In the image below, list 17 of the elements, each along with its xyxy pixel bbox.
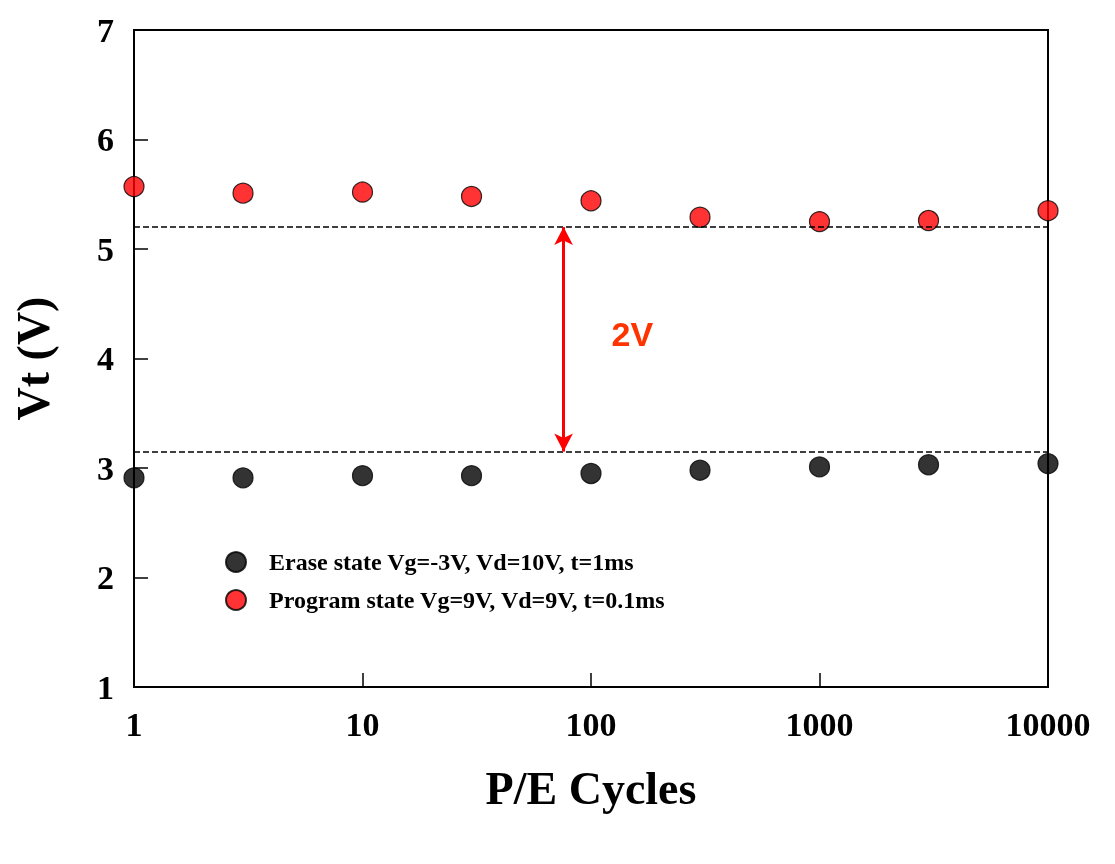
y-tick-label: 5 [97,230,114,268]
annotation: 2V [611,315,654,354]
y-tick-label: 4 [97,340,114,377]
x-tick-label: 1 [125,705,143,743]
legend-label: Erase state Vg=-3V, Vd=10V, t=1ms [269,549,634,575]
y-tick-label: 1 [97,668,114,706]
y-tick-label: 6 [97,121,114,158]
y-tick-label: 3 [97,449,114,487]
y-tick-label: 2 [97,559,114,596]
x-tick-label: 10000 [1005,705,1091,743]
y-tick-label: 7 [97,11,114,49]
y-axis-title: Vt (V) [7,296,59,421]
x-tick-label: 10 [345,705,380,743]
x-tick-label: 1000 [785,705,854,743]
legend-label: Program state Vg=9V, Vd=9V, t=0.1ms [269,587,665,613]
x-tick-label: 100 [565,705,617,743]
x-axis-title: P/E Cycles [485,762,697,814]
